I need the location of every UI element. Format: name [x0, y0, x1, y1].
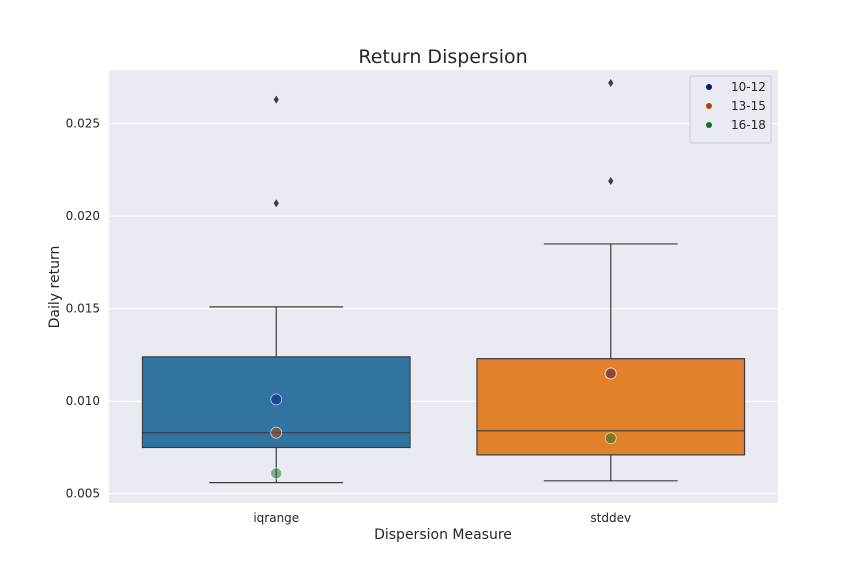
- y-tick-label: 0.020: [66, 209, 100, 223]
- x-tick-label: stddev: [590, 511, 631, 525]
- chart-title: Return Dispersion: [358, 46, 527, 68]
- legend: 10-12 13-15 16-18: [689, 75, 772, 144]
- legend-label: 13-15: [731, 99, 766, 113]
- y-tick-label: 0.015: [66, 302, 100, 316]
- x-axis-ticks: iqrange stddev: [253, 511, 631, 525]
- overlay-point: [270, 393, 283, 406]
- flier-point: [273, 199, 279, 208]
- legend-marker: [706, 84, 712, 90]
- y-tick-label: 0.025: [66, 117, 100, 131]
- y-axis-label: Daily return: [47, 246, 63, 329]
- y-tick-label: 0.010: [66, 394, 100, 408]
- overlay-point: [604, 432, 617, 445]
- flier-point: [608, 177, 614, 186]
- x-tick-label: iqrange: [253, 511, 299, 525]
- overlay-point: [604, 367, 617, 380]
- overlay-points: [270, 367, 617, 480]
- flier-point: [608, 78, 614, 87]
- flier-point: [273, 95, 279, 104]
- legend-marker: [706, 103, 712, 109]
- legend-label: 16-18: [731, 118, 766, 132]
- legend-label: 10-12: [731, 80, 766, 94]
- y-tick-label: 0.005: [66, 487, 100, 501]
- overlay-point: [270, 426, 283, 439]
- overlay-point: [270, 467, 283, 480]
- x-axis-label: Dispersion Measure: [374, 527, 512, 543]
- legend-marker: [706, 122, 712, 128]
- y-axis-ticks: 0.005 0.010 0.015 0.020 0.025: [66, 117, 100, 501]
